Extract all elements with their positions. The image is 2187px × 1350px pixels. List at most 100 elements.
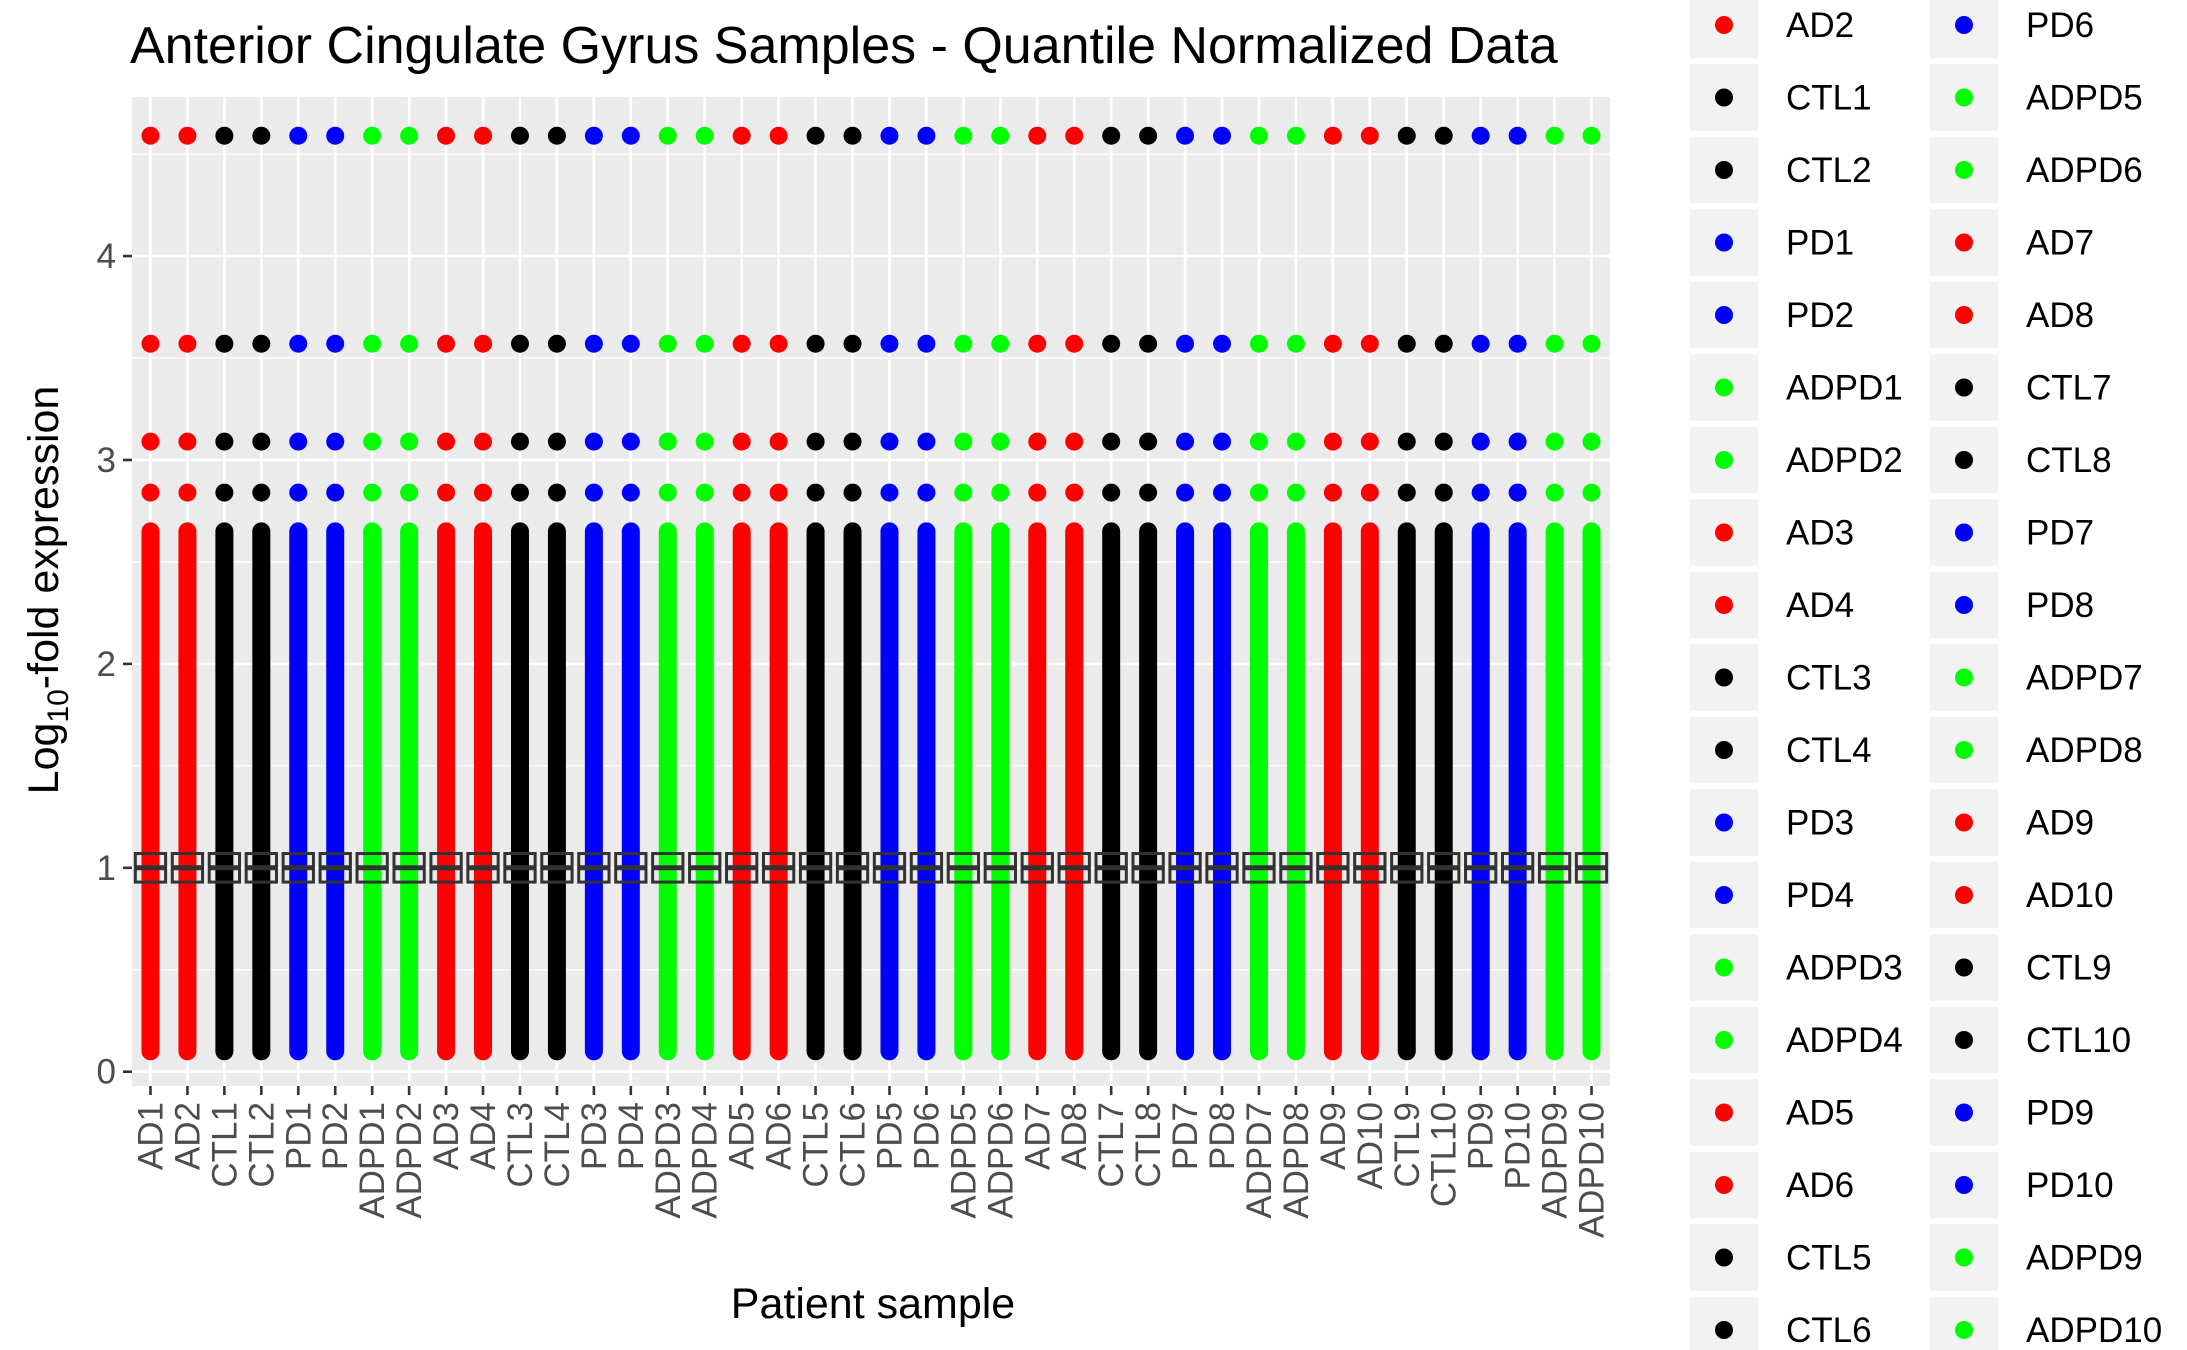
data-point [547,126,566,145]
data-point [252,126,271,145]
data-point [880,334,899,353]
series-PD10 [1508,126,1527,1061]
legend-key-point [1955,523,1973,542]
x-tick-label: CTL6 [834,1102,873,1188]
x-tick-label: AD2 [168,1102,207,1170]
data-point [363,334,382,353]
data-point [880,126,899,145]
x-tick-label: AD5 [723,1102,762,1170]
data-point [178,483,197,502]
box-AD4 [466,852,500,884]
boxplots [133,852,1609,884]
legend-item-ADPD3: ADPD3 [1690,934,1903,1001]
legend-key-point [1715,668,1733,687]
legend-key-point [1955,1176,1973,1194]
y-tick-label: 2 [97,645,116,684]
data-point [621,432,640,451]
legend-item-AD3: AD3 [1690,499,1854,566]
series-CTL9 [1397,126,1416,1061]
data-point [658,432,677,451]
data-point [363,126,382,145]
data-point [437,126,456,145]
data-point [695,432,714,451]
legend-label: AD7 [2026,224,2094,263]
data-point [843,483,862,502]
data-point [1545,126,1564,145]
data-point [510,432,529,451]
data-point [252,334,271,353]
series-CTL4 [547,126,566,1061]
x-tick-label: PD8 [1203,1102,1242,1170]
series-ADPD6 [991,126,1010,1061]
data-point [1286,432,1305,451]
legend-key-point [1715,958,1733,977]
legend-key-point [1715,88,1733,107]
box-CTL1 [207,852,242,884]
data-point [954,432,973,451]
legend-key-point [1715,886,1733,904]
data-point [289,334,308,353]
x-tick-label: ADPD7 [1240,1102,1279,1219]
data-point [141,126,160,145]
legend-label: PD3 [1786,804,1854,843]
legend-item-AD6: AD6 [1690,1151,1854,1219]
data-point [769,334,788,353]
x-tick-label: PD10 [1499,1102,1538,1190]
series-CTL5 [806,126,825,1061]
data-point [1582,126,1601,145]
x-tick-label: AD7 [1018,1102,1057,1170]
legend-key-point [1955,88,1973,107]
data-point [584,334,603,353]
legend-label: CTL7 [2026,369,2112,408]
box-CTL5 [798,852,833,884]
legend-label: CTL2 [1786,151,1872,190]
legend-item-CTL4: CTL4 [1690,716,1872,784]
x-tick-label: PD9 [1462,1102,1501,1170]
data-point [1176,334,1195,353]
legend-label: AD9 [2026,804,2094,843]
box-AD5 [725,852,759,884]
legend-item-PD10: PD10 [1930,1151,2114,1219]
plot-panel [132,97,1610,1086]
series-AD2 [178,126,197,1061]
data-point [363,432,382,451]
legend-label: ADPD8 [2026,731,2143,770]
x-tick-label: ADPD1 [353,1102,392,1219]
box-PD9 [1464,852,1498,884]
box-ADPD4 [688,852,722,884]
data-point [1028,432,1047,451]
legend-label: PD2 [1786,296,1854,335]
data-point [1360,126,1379,145]
data-point [1323,334,1342,353]
legend-label: ADPD10 [2026,1311,2162,1350]
box-ADPD5 [946,852,981,884]
y-tick-label: 0 [97,1053,116,1092]
data-point [178,432,197,451]
data-point [1213,334,1232,353]
x-tick-label: PD2 [316,1102,355,1170]
legend-label: CTL10 [2026,1021,2131,1060]
legend-item-AD7: AD7 [1930,209,2094,276]
box-ADPD7 [1242,852,1276,884]
box-ADPD1 [355,852,389,884]
data-point [954,126,973,145]
legend-item-PD6: PD6 [1930,0,2094,59]
data-point [1434,126,1453,145]
legend-label: AD8 [2026,296,2094,335]
series-AD1 [141,126,160,1061]
legend-label: AD5 [1786,1094,1854,1133]
data-point [215,432,234,451]
data-point [658,483,677,502]
legend-key-point [1955,378,1973,397]
series-CTL10 [1434,126,1453,1061]
box-PD5 [872,852,907,884]
x-tick-label: CTL4 [538,1102,577,1188]
data-point [806,334,825,353]
x-tick-label: PD7 [1166,1102,1205,1170]
box-ADPD6 [983,852,1017,884]
data-point [621,334,640,353]
legend-key-point [1715,451,1733,469]
box-PD4 [614,852,648,884]
data-point [1139,432,1158,451]
legend-key-point [1715,1031,1733,1049]
